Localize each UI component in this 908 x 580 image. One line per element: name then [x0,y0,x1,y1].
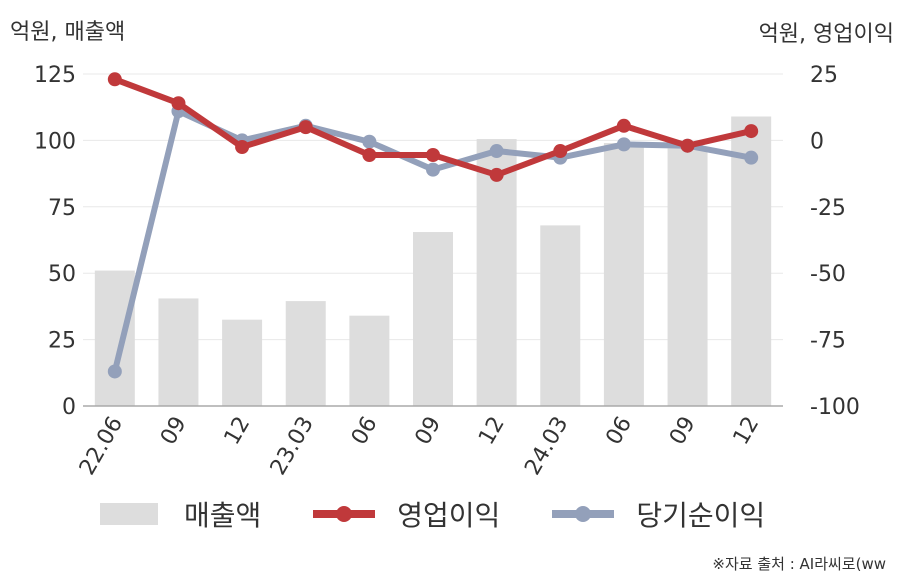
y-right-tick-label: -50 [810,262,846,287]
legend-item-net: 당기순이익 [552,494,765,534]
operating-profit-point [298,120,313,135]
net-income-point [489,144,504,159]
net-income-point [107,364,122,379]
legend-swatch-revenue [100,503,158,525]
legend: 매출액 영업이익 당기순이익 [100,494,817,534]
operating-profit-point [235,140,250,155]
operating-profit-point [616,118,631,133]
operating-profit-point [171,96,186,111]
revenue-bar [158,298,199,406]
revenue-bars [94,116,772,407]
y-right-tick-label: -75 [810,329,846,354]
revenue-bar [667,148,708,407]
revenue-bar [731,116,772,406]
legend-label-net: 당기순이익 [636,499,766,532]
y-right-tick-label: 25 [810,63,838,88]
y-right-tick-label: -25 [810,196,846,221]
line-series [107,72,759,379]
net-income-point [362,134,377,149]
legend-item-revenue: 매출액 [100,494,261,534]
x-tick-label: 06 [601,413,637,450]
legend-item-operating: 영업이익 [313,494,500,534]
y-left-tick-label: 125 [34,63,76,88]
y-left-tick-label: 25 [48,329,76,354]
y-left-tick-label: 100 [34,129,76,154]
x-tick-labels: 22.06 09 12 23.03 06 09 12 24.03 06 09 12 [75,413,765,480]
y-left-tick-label: 75 [48,196,76,221]
revenue-bar [476,139,517,406]
right-axis-unit: 억원, 영업이익 [758,22,894,47]
legend-swatch-operating [313,506,376,522]
left-axis-unit: 억원, 매출액 [10,20,126,45]
revenue-bar [94,270,135,406]
y-right-tick-label: -100 [810,395,860,420]
revenue-bar [222,319,263,406]
legend-label-operating: 영업이익 [397,499,501,532]
revenue-bar [349,315,390,406]
x-tick-label: 22.06 [75,413,128,480]
net-income-point [616,137,631,152]
operating-profit-point [553,144,568,159]
operating-profit-point [107,72,122,87]
x-tick-label: 09 [156,413,192,450]
revenue-bar [413,232,453,406]
revenue-bar [540,225,581,406]
x-tick-label: 09 [665,413,701,450]
y-right-tick-label: 0 [810,129,824,154]
x-tick-label: 12 [220,413,256,450]
legend-label-revenue: 매출액 [184,499,262,532]
x-tick-label: 06 [347,413,383,450]
operating-profit-point [744,124,759,139]
revenue-bar [603,143,644,406]
y-left-tick-label: 50 [48,262,76,287]
operating-profit-point [362,148,377,163]
left-y-tick-labels: 0 25 50 75 100 125 [34,63,76,420]
x-tick-label: 24.03 [520,413,573,480]
operating-profit-point [680,138,695,153]
x-tick-label: 23.03 [266,413,319,480]
operating-profit-point [489,167,504,182]
net-income-point [744,150,759,165]
x-tick-label: 09 [411,413,447,450]
y-left-tick-label: 0 [62,395,76,420]
net-income-point [426,162,440,177]
source-note: ※자료 출처 : AI라씨로(ww [712,555,886,573]
revenue-bar [285,301,326,406]
right-y-tick-labels: -100 -75 -50 -25 0 25 [810,63,860,420]
legend-swatch-net [552,506,615,522]
x-tick-label: 12 [729,413,765,450]
x-tick-label: 12 [474,413,510,450]
operating-profit-point [426,148,440,163]
